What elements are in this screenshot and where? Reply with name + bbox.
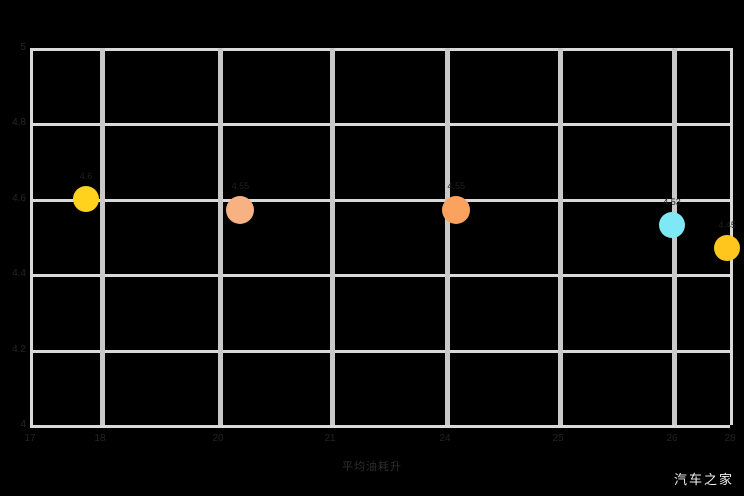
data-point-bubble[interactable] <box>442 196 471 225</box>
grid-line-vertical <box>100 48 105 425</box>
y-axis-tick-label: 5 <box>20 42 26 53</box>
x-axis-tick-label: 20 <box>212 433 224 444</box>
data-point-label: 4.55 <box>447 181 466 192</box>
grid-line-horizontal <box>30 123 730 127</box>
y-axis-tick-label: 4.6 <box>12 192 26 204</box>
x-axis-tick-label: 24 <box>439 433 451 444</box>
grid-line-horizontal <box>30 349 730 353</box>
grid-line-vertical <box>558 48 563 425</box>
data-point-bubble[interactable] <box>226 196 255 225</box>
grid-line-horizontal <box>30 198 730 202</box>
x-axis-tick-label: 25 <box>552 433 564 444</box>
grid-line-vertical <box>330 48 335 425</box>
grid-line-vertical <box>30 48 33 425</box>
data-point-label: 4.55 <box>231 181 250 192</box>
grid-line-horizontal <box>30 48 730 51</box>
grid-line-vertical <box>218 48 223 425</box>
data-point-bubble[interactable] <box>73 185 99 212</box>
data-point-label: 4.6 <box>79 170 93 181</box>
x-axis-tick-label: 21 <box>324 433 336 444</box>
grid-line-vertical <box>445 48 450 425</box>
data-point-label: 4.53 <box>663 197 681 208</box>
x-axis-tick-label: 18 <box>94 433 106 444</box>
y-axis-tick-label: 4.2 <box>12 343 26 355</box>
data-point-bubble[interactable] <box>714 234 741 261</box>
watermark: 汽车之家 <box>673 473 734 488</box>
grid-line-horizontal <box>30 425 730 428</box>
grid-line-horizontal <box>30 274 730 278</box>
x-axis-tick-label: 17 <box>24 433 36 444</box>
x-axis-tick-label: 28 <box>724 433 736 444</box>
y-axis-tick-label: 4 <box>20 419 26 430</box>
data-point-bubble[interactable] <box>659 212 685 239</box>
y-axis-tick-label: 4.8 <box>12 117 26 129</box>
y-axis-tick-label: 4.4 <box>12 268 26 280</box>
data-point-label: 4.45 <box>718 219 736 230</box>
x-axis-title: 平均油耗升 <box>342 461 402 473</box>
x-axis-tick-label: 26 <box>666 433 678 444</box>
